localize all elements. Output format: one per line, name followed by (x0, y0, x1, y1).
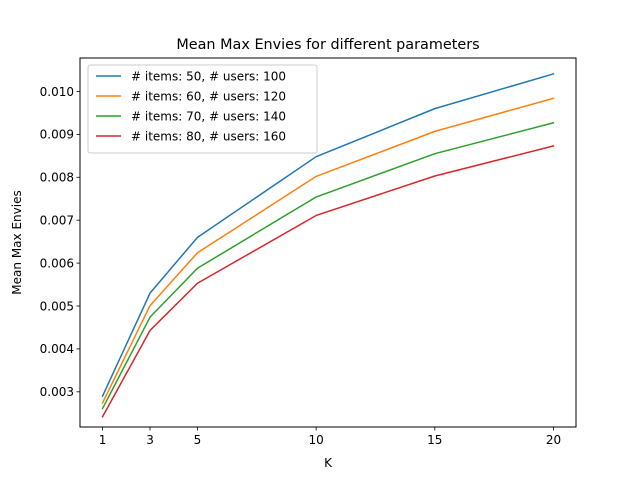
plot-marks (101, 72, 555, 418)
legend-box (87, 64, 318, 154)
y-tick-label: 0.009 (40, 128, 74, 142)
legend-entry: # items: 80, # users: 160 (131, 129, 286, 143)
series-line-4 (101, 145, 555, 418)
x-axis: 1 3 5 10 15 20 (99, 427, 561, 447)
plot-frame (79, 57, 577, 428)
y-tick-label: 0.010 (40, 85, 74, 99)
x-tick-label: 1 (99, 433, 107, 447)
x-tick-label: 10 (308, 433, 323, 447)
y-axis: 0.003 0.004 0.005 0.006 0.007 0.008 0.009 0.010 (40, 85, 80, 399)
legend-entry: # items: 60, # users: 120 (131, 89, 286, 103)
y-tick-label: 0.003 (40, 385, 74, 399)
chart-title: Mean Max Envies for different parameters (176, 37, 479, 53)
series-line-1 (101, 72, 555, 398)
x-tick-label: 15 (427, 433, 442, 447)
x-tick-label: 20 (546, 433, 561, 447)
y-tick-label: 0.008 (40, 171, 74, 185)
y-tick-label: 0.005 (40, 299, 74, 313)
y-tick-label: 0.004 (40, 342, 74, 356)
series-line-2 (101, 97, 555, 404)
series-line-3 (101, 121, 555, 410)
legend: # items: 50, # users: 100 # items: 60, # … (87, 64, 318, 154)
y-tick-label: 0.007 (40, 213, 74, 227)
y-tick-label: 0.006 (40, 256, 74, 270)
legend-entry: # items: 70, # users: 140 (131, 109, 286, 123)
x-axis-label: K (324, 456, 333, 470)
legend-entry: # items: 50, # users: 100 (131, 69, 286, 83)
x-tick-label: 3 (146, 433, 154, 447)
x-tick-label: 5 (194, 433, 202, 447)
y-axis-label: Mean Max Envies (10, 190, 24, 294)
